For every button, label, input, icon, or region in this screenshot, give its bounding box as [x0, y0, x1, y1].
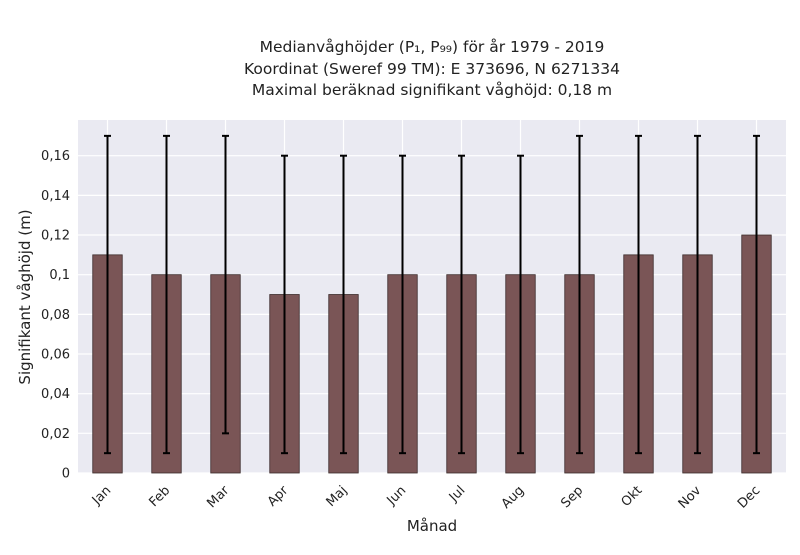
error-bar-dec — [753, 134, 760, 455]
error-bar-jun — [399, 154, 406, 455]
x-tick-label: Jul — [446, 483, 468, 505]
error-bar-apr — [281, 154, 288, 455]
y-tick-label: 0,04 — [41, 387, 70, 402]
x-tick-label: Maj — [324, 483, 351, 510]
y-tick-label: 0,08 — [41, 308, 70, 323]
error-bar-feb — [163, 134, 170, 455]
y-tick-label: 0,12 — [41, 229, 70, 244]
title-line-1: Medianvåghöjder (P₁, P₉₉) för år 1979 - … — [260, 38, 605, 56]
x-tick-label: Okt — [619, 483, 646, 510]
x-tick-label: Apr — [265, 483, 292, 510]
plot-area — [78, 120, 786, 473]
error-bar-jan — [104, 134, 111, 455]
title-line-2: Koordinat (Sweref 99 TM): E 373696, N 62… — [244, 60, 620, 78]
x-axis-label: Månad — [407, 517, 457, 535]
y-tick-label: 0 — [62, 467, 70, 482]
x-tick-label: Sep — [558, 483, 586, 511]
y-tick-label: 0,14 — [41, 189, 70, 204]
x-axis-ticks: Jan Feb Mar Apr Maj Jun Jul Aug Sep Okt Nov Dec — [89, 483, 763, 512]
y-tick-label: 0,1 — [49, 268, 70, 283]
y-axis-label: Signifikant våghöjd (m) — [16, 209, 34, 384]
error-bars — [104, 134, 760, 455]
error-bar-nov — [694, 134, 701, 455]
chart-title: Medianvåghöjder (P₁, P₉₉) för år 1979 - … — [244, 38, 620, 99]
x-tick-label: Feb — [146, 483, 173, 510]
error-bar-aug — [517, 154, 524, 455]
error-bar-jul — [458, 154, 465, 455]
x-tick-label: Jan — [89, 483, 114, 508]
error-bar-sep — [576, 134, 583, 455]
y-tick-label: 0,16 — [41, 149, 70, 164]
x-tick-label: Aug — [499, 483, 528, 512]
y-axis-ticks: 0 0,02 0,04 0,06 0,08 0,1 0,12 0,14 0,16 — [41, 149, 70, 481]
x-tick-label: Dec — [735, 483, 763, 511]
x-tick-label: Jun — [384, 483, 410, 509]
y-tick-label: 0,02 — [41, 427, 70, 442]
x-tick-label: Mar — [204, 483, 232, 511]
title-line-3: Maximal beräknad signifikant våghöjd: 0,… — [252, 81, 612, 99]
y-tick-label: 0,06 — [41, 348, 70, 363]
error-bar-okt — [635, 134, 642, 455]
error-bar-maj — [340, 154, 347, 455]
x-tick-label: Nov — [676, 483, 705, 512]
error-bar-mar — [222, 134, 229, 435]
